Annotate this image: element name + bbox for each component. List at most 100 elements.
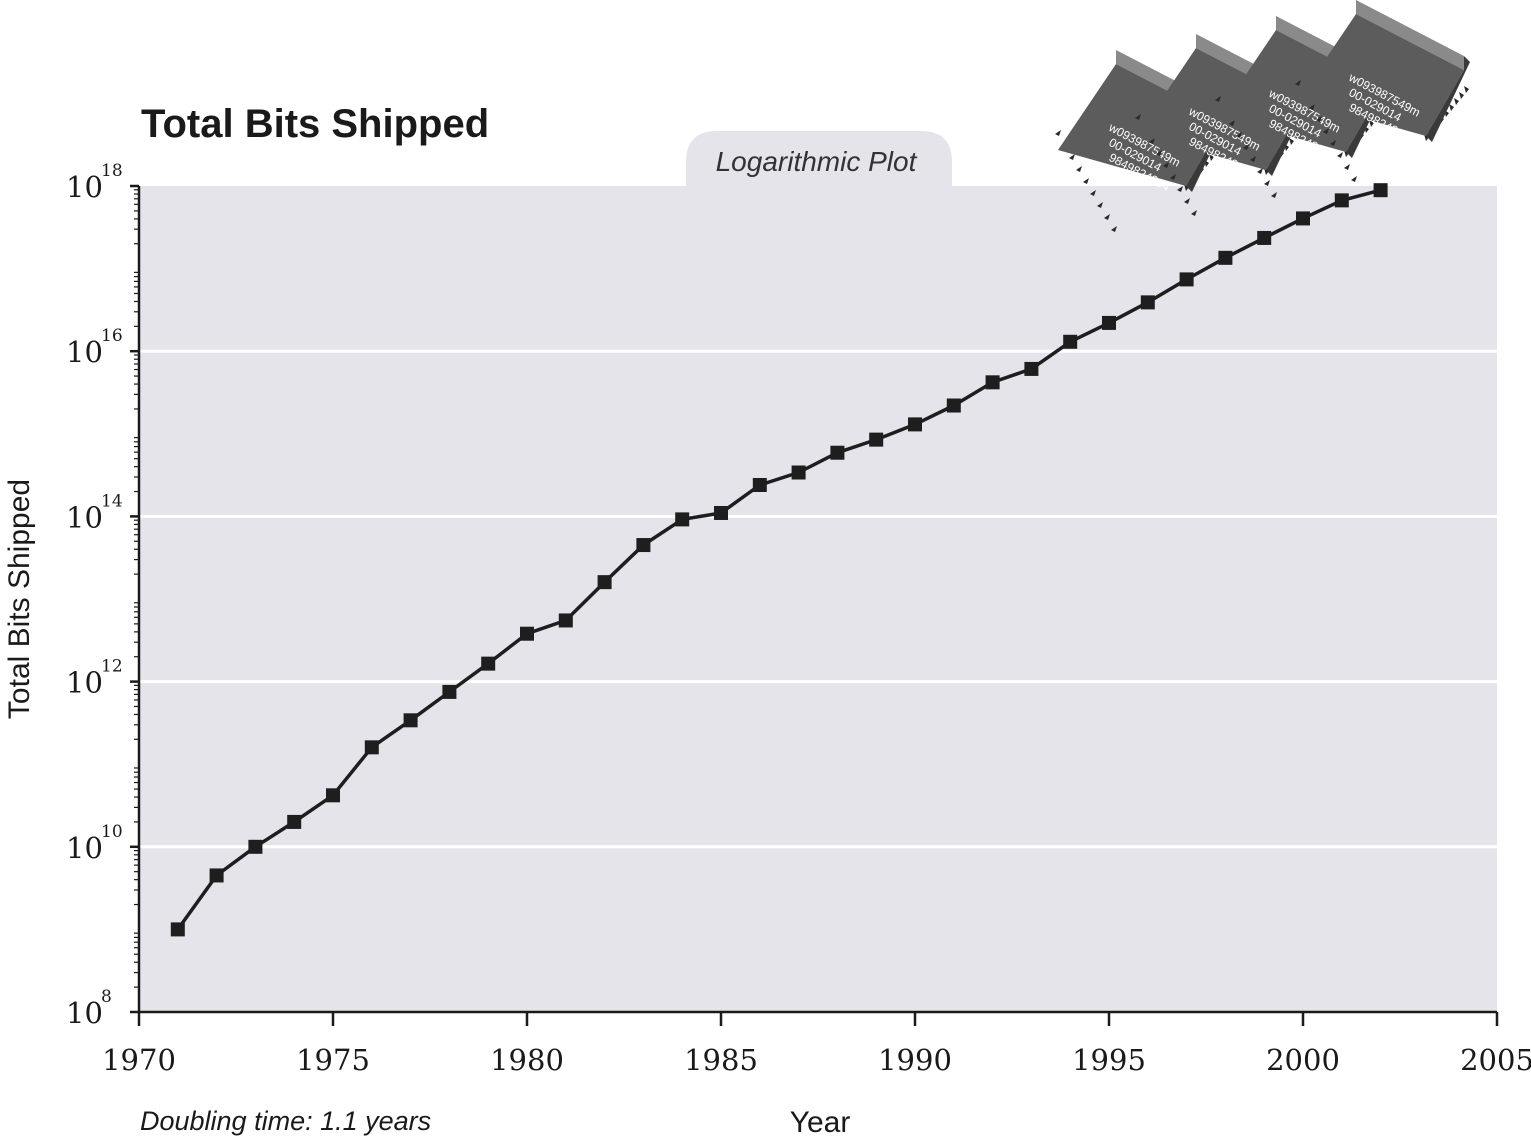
data-point	[946, 398, 961, 413]
chip-pin	[1257, 168, 1263, 174]
chip-pin	[1104, 214, 1110, 220]
data-point	[752, 477, 767, 492]
x-tick-label: 1995	[1072, 1043, 1146, 1077]
data-point	[403, 713, 418, 728]
chip-pin	[1069, 154, 1075, 160]
chip-pin	[1323, 128, 1329, 134]
doubling-time-note: Doubling time: 1.1 years	[140, 1106, 431, 1136]
chip-pin	[1449, 104, 1454, 111]
chip-pin	[1271, 192, 1277, 198]
chip-pin	[1464, 86, 1469, 93]
data-point	[1373, 183, 1388, 198]
data-point	[1102, 315, 1116, 330]
x-axis-ticks: 1970 1975 1980 1985 1990 1995 2000 2005	[102, 1012, 1531, 1077]
chip-pin	[1295, 80, 1301, 86]
chip-pin	[1209, 154, 1214, 161]
chip-side-face	[1426, 56, 1470, 142]
chip-pin	[1170, 174, 1176, 180]
subtitle-tab	[686, 131, 952, 186]
chip-illustration: w093987549m00-0290149849824394w093987549…	[1055, 0, 1470, 232]
data-point	[1218, 250, 1233, 265]
chip-pin	[1097, 202, 1103, 208]
y-tick-exponent: 18	[101, 161, 123, 181]
x-tick-label: 2000	[1266, 1043, 1340, 1077]
chip-top-face	[1356, 0, 1464, 70]
data-point	[1063, 334, 1078, 349]
chip-pin	[1163, 162, 1169, 168]
data-point	[442, 684, 457, 699]
gridlines	[139, 349, 1497, 849]
chip-pin	[1149, 138, 1155, 144]
data-point	[985, 375, 1000, 390]
y-tick-exponent: 16	[101, 326, 123, 346]
x-tick-label: 1985	[684, 1043, 758, 1077]
data-point	[326, 788, 340, 803]
data-point	[209, 868, 224, 883]
chip-pin	[1135, 114, 1141, 120]
chip-pin	[1229, 120, 1235, 126]
x-tick-label: 1990	[878, 1043, 952, 1077]
y-tick-label: 10	[66, 996, 103, 1030]
y-tick-label: 10	[66, 335, 103, 369]
data-point	[830, 445, 845, 460]
chip-pin	[1083, 178, 1089, 184]
chip-body	[1138, 48, 1304, 170]
data-point	[675, 512, 690, 527]
chip-pin	[1351, 176, 1357, 182]
chip-pin	[1184, 198, 1190, 204]
chip-pin	[1156, 150, 1162, 156]
chip-body	[1218, 30, 1384, 152]
chip-pin	[1090, 190, 1096, 196]
chip-pin	[1076, 166, 1082, 172]
chip-pin	[1309, 104, 1315, 110]
chip-pin	[1215, 96, 1221, 102]
chip-pin	[1289, 138, 1294, 145]
chart-subtitle: Logarithmic Plot	[716, 146, 918, 177]
y-axis-label: Total Bits Shipped	[3, 479, 36, 719]
chip-pin	[1111, 226, 1117, 232]
x-tick-label: 2005	[1460, 1043, 1531, 1077]
chip-pin	[1243, 144, 1249, 150]
x-tick-label: 1970	[102, 1043, 176, 1077]
plot-area	[139, 186, 1497, 1012]
data-point	[869, 432, 884, 447]
y-tick-label: 10	[66, 170, 103, 204]
data-point	[1296, 211, 1310, 226]
y-tick-exponent: 14	[101, 491, 123, 511]
chip-pin	[1177, 186, 1183, 192]
data-point	[636, 538, 651, 553]
x-axis-label: Year	[790, 1106, 851, 1139]
chip-pin	[1369, 120, 1374, 127]
chip-pin	[1316, 116, 1322, 122]
data-point	[1024, 361, 1039, 376]
chip-pin	[1344, 164, 1350, 170]
data-point	[520, 626, 534, 641]
data-point	[791, 465, 806, 480]
data-point	[364, 740, 379, 755]
chip-pin	[1055, 130, 1061, 136]
chip-pin	[1250, 156, 1256, 162]
data-point	[481, 656, 496, 671]
y-tick-exponent: 8	[101, 987, 112, 1007]
data-point	[287, 814, 302, 829]
data-point	[558, 613, 573, 628]
data-point	[1179, 272, 1194, 287]
y-tick-label: 10	[66, 666, 103, 700]
chip-pin	[1459, 92, 1464, 99]
chip-body	[1298, 14, 1464, 136]
chip-pin	[1236, 132, 1242, 138]
chip-pin	[1337, 152, 1343, 158]
data-point	[908, 417, 922, 432]
data-point	[597, 575, 612, 590]
y-tick-label: 10	[66, 831, 103, 865]
y-tick-label: 10	[66, 500, 103, 534]
y-tick-exponent: 12	[101, 657, 123, 677]
data-point	[1257, 230, 1272, 245]
data-point	[170, 922, 185, 937]
data-point	[248, 839, 263, 854]
x-tick-label: 1975	[296, 1043, 370, 1077]
chip-pin	[1191, 210, 1197, 216]
x-tick-label: 1980	[490, 1043, 564, 1077]
